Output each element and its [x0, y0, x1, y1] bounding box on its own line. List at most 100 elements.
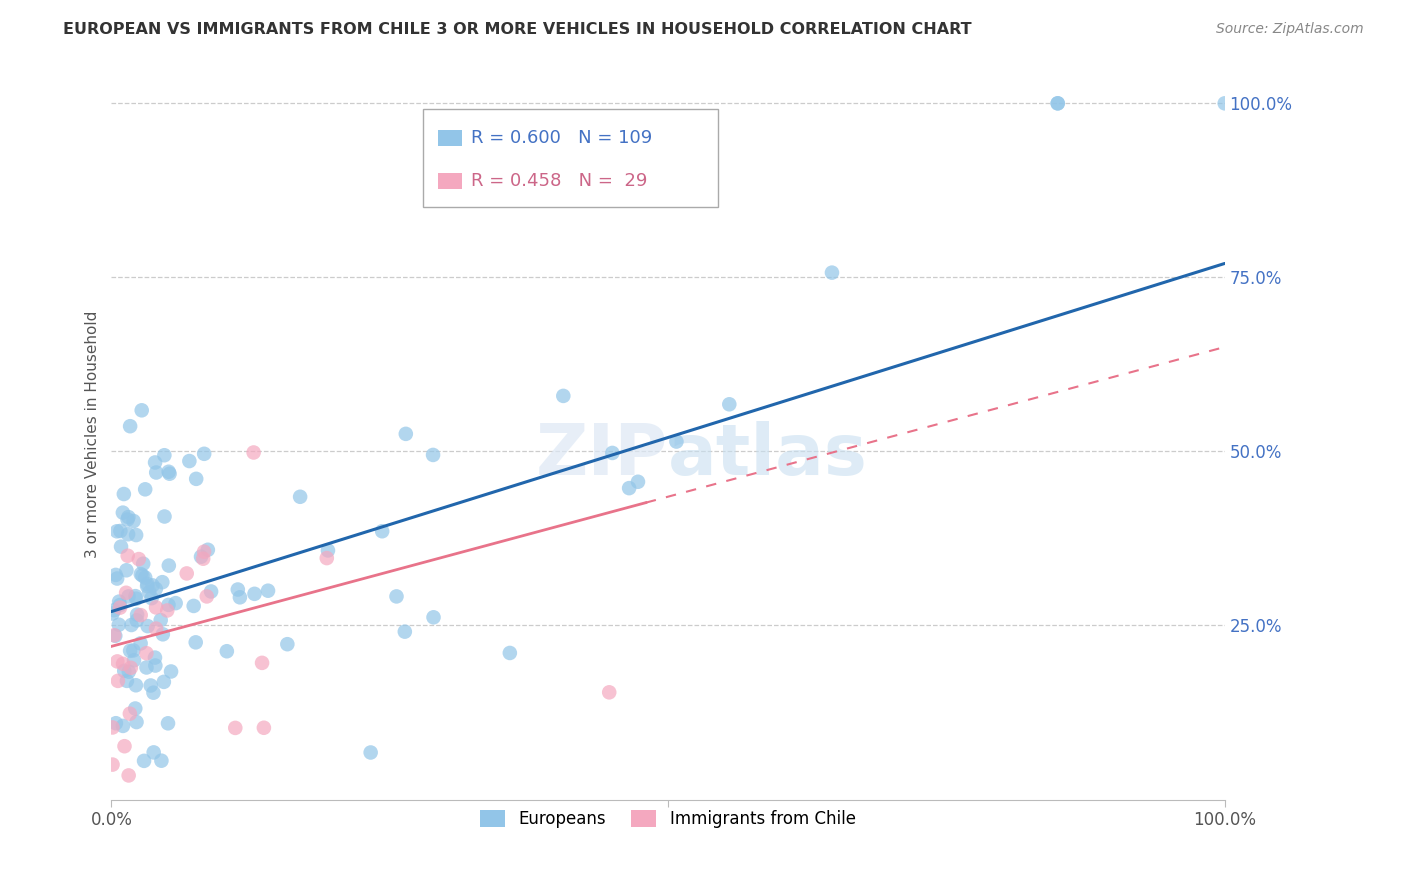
Immigrants from Chile [112, 657, 135, 671]
Text: R = 0.600   N = 109: R = 0.600 N = 109 [471, 129, 652, 147]
Europeans [186, 472, 208, 486]
Europeans [143, 455, 166, 469]
Immigrants from Chile [115, 586, 138, 600]
Europeans [108, 617, 131, 632]
Europeans [117, 512, 139, 526]
Europeans [136, 579, 159, 593]
Europeans [104, 629, 127, 643]
Immigrants from Chile [103, 628, 125, 642]
Immigrants from Chile [242, 445, 264, 459]
Europeans [117, 510, 139, 524]
Europeans [215, 644, 238, 658]
Europeans [122, 643, 145, 657]
Europeans [118, 665, 141, 679]
Europeans [129, 636, 152, 650]
Immigrants from Chile [114, 739, 136, 754]
Europeans [105, 524, 128, 539]
Europeans [127, 607, 149, 622]
Europeans [190, 549, 212, 564]
Europeans [105, 572, 128, 586]
Europeans [117, 527, 139, 541]
Y-axis label: 3 or more Vehicles in Household: 3 or more Vehicles in Household [86, 310, 100, 558]
Europeans [160, 665, 183, 679]
Immigrants from Chile [145, 622, 167, 636]
Europeans [143, 658, 166, 673]
Europeans [159, 467, 181, 481]
Europeans [129, 567, 152, 582]
Europeans [142, 578, 165, 592]
Europeans [617, 481, 640, 495]
Europeans [821, 266, 844, 280]
Europeans [103, 603, 125, 617]
Europeans [115, 673, 138, 688]
Europeans [141, 591, 163, 606]
Europeans [422, 610, 444, 624]
Europeans [136, 577, 159, 591]
Europeans [288, 490, 311, 504]
Europeans [122, 653, 145, 667]
Immigrants from Chile [118, 706, 141, 721]
Immigrants from Chile [107, 673, 129, 688]
Europeans [108, 598, 131, 612]
Europeans [200, 584, 222, 599]
Legend: Europeans, Immigrants from Chile: Europeans, Immigrants from Chile [474, 804, 862, 835]
Europeans [145, 466, 167, 480]
Europeans [422, 448, 444, 462]
Europeans [110, 524, 132, 538]
Europeans [385, 590, 408, 604]
Europeans [108, 594, 131, 608]
Europeans [193, 447, 215, 461]
Europeans [112, 664, 135, 678]
Europeans [142, 686, 165, 700]
Europeans [101, 607, 124, 621]
Text: Source: ZipAtlas.com: Source: ZipAtlas.com [1216, 22, 1364, 37]
Immigrants from Chile [250, 656, 273, 670]
Europeans [124, 701, 146, 715]
FancyBboxPatch shape [423, 109, 718, 208]
Europeans [125, 591, 148, 606]
Europeans [104, 716, 127, 731]
Europeans [132, 557, 155, 571]
Immigrants from Chile [120, 661, 142, 675]
Text: atlas: atlas [668, 421, 868, 491]
Europeans [156, 716, 179, 731]
Immigrants from Chile [195, 590, 218, 604]
Europeans [132, 754, 155, 768]
Europeans [124, 589, 146, 603]
Immigrants from Chile [117, 549, 139, 563]
Europeans [499, 646, 522, 660]
Europeans [150, 575, 173, 590]
Immigrants from Chile [108, 600, 131, 615]
Europeans [111, 506, 134, 520]
FancyBboxPatch shape [437, 130, 463, 146]
Europeans [257, 583, 280, 598]
Europeans [110, 540, 132, 554]
Europeans [134, 483, 156, 497]
Europeans [117, 590, 139, 604]
Immigrants from Chile [101, 757, 124, 772]
Europeans [152, 627, 174, 641]
Europeans [1046, 96, 1069, 111]
Europeans [111, 719, 134, 733]
Europeans [115, 563, 138, 577]
Immigrants from Chile [253, 721, 276, 735]
Immigrants from Chile [315, 551, 337, 566]
Europeans [157, 465, 180, 479]
Immigrants from Chile [224, 721, 246, 735]
Europeans [138, 585, 160, 599]
Europeans [145, 582, 167, 596]
Europeans [553, 389, 575, 403]
Europeans [139, 678, 162, 692]
Europeans [183, 599, 205, 613]
Europeans [153, 509, 176, 524]
Europeans [229, 591, 252, 605]
Immigrants from Chile [101, 721, 124, 735]
Europeans [627, 475, 650, 489]
Europeans [120, 644, 142, 658]
Europeans [718, 397, 741, 411]
Europeans [276, 637, 298, 651]
Europeans [135, 660, 157, 674]
Europeans [665, 434, 688, 449]
Europeans [153, 674, 176, 689]
Europeans [184, 635, 207, 649]
